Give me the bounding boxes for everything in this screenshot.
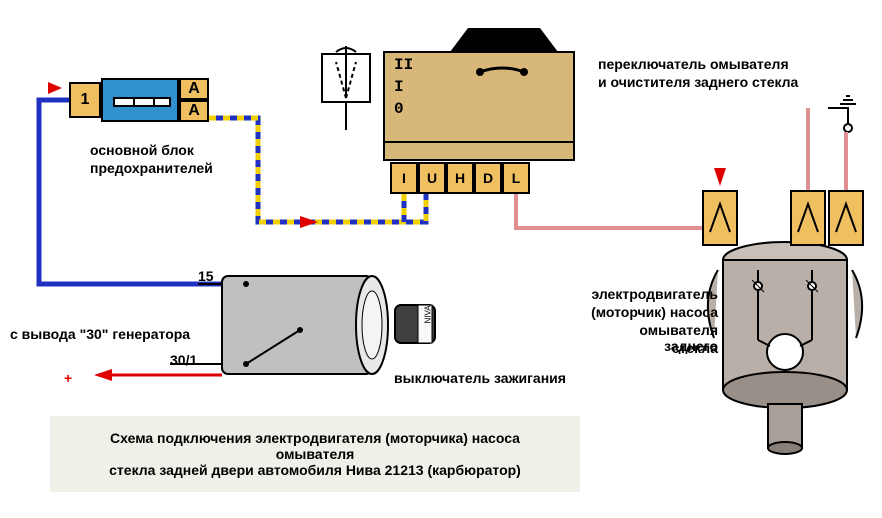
fuse-pin-a-bot: А [179, 100, 209, 122]
motor-body-svg [708, 242, 862, 454]
wiper-gauge-icon [322, 46, 370, 130]
switch-term-u: U [418, 162, 446, 194]
ignition-switch-shape [222, 276, 435, 374]
switch-term-i: I [390, 162, 418, 194]
pink-wire-seg [806, 108, 810, 190]
ignition-pin-15: 15 [198, 268, 214, 284]
caption-line1: Схема подключения электродвигателя (мото… [70, 430, 560, 462]
fuse-pin-a-top: А [179, 78, 209, 100]
generator-src-label: с вывода "30" генератора [10, 326, 190, 342]
fuse-label-1: основной блок [90, 142, 194, 158]
switch-label-2: и очистителя заднего стекла [598, 74, 798, 90]
switch-label-1: переключатель омывателя [598, 56, 789, 72]
switch-term-d: D [474, 162, 502, 194]
switch-pos-ii: II [394, 56, 413, 74]
motor-label-2: (моторчик) насоса [588, 304, 718, 320]
motor-connector-mid [790, 190, 826, 246]
motor-label-1: электродвигатель [588, 286, 718, 302]
motor-label-4: стекла [588, 340, 718, 356]
diagram-caption: Схема подключения электродвигателя (мото… [50, 416, 580, 492]
knob-text: NIVA [424, 305, 433, 323]
switch-term-h: H [446, 162, 474, 194]
switch-term-l: L [502, 162, 530, 194]
pink-wire-seg2 [844, 132, 848, 190]
fuse-body [101, 78, 179, 122]
switch-pos-0: 0 [394, 100, 404, 118]
plus-icon: + [64, 370, 72, 386]
fuse-pin-1: 1 [69, 82, 101, 118]
switch-body-svg [384, 28, 574, 160]
motor-connector-left [702, 190, 738, 246]
switch-pos-i: I [394, 78, 404, 96]
fuse-label-2: предохранителей [90, 160, 213, 176]
motor-connector-right [828, 190, 864, 246]
ignition-label: выключатель зажигания [394, 370, 566, 386]
caption-line2: стекла задней двери автомобиля Нива 2121… [70, 462, 560, 478]
ignition-pin-301: 30/1 [170, 352, 197, 368]
